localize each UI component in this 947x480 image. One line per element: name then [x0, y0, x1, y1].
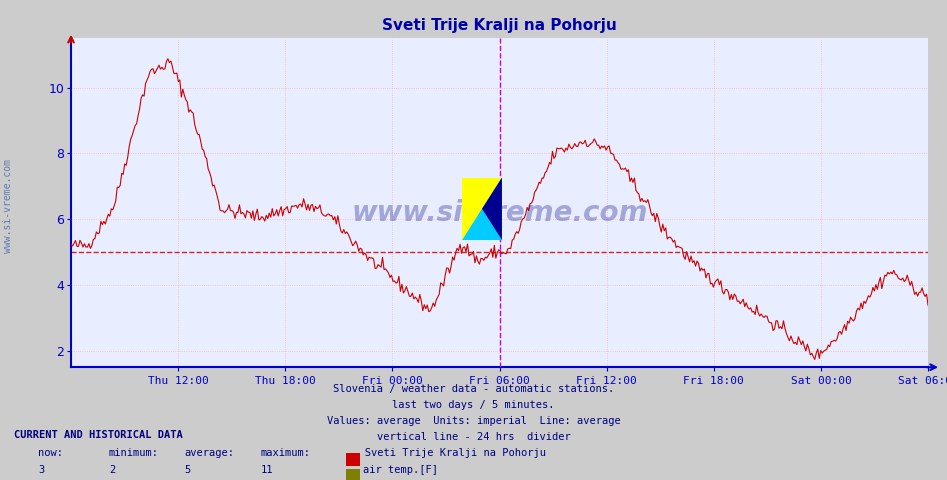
Text: Values: average  Units: imperial  Line: average: Values: average Units: imperial Line: av… [327, 416, 620, 426]
Text: minimum:: minimum: [109, 448, 159, 458]
Text: www.si-vreme.com: www.si-vreme.com [3, 159, 12, 253]
Text: last two days / 5 minutes.: last two days / 5 minutes. [392, 400, 555, 410]
Text: www.si-vreme.com: www.si-vreme.com [351, 199, 648, 227]
Text: now:: now: [38, 448, 63, 458]
Polygon shape [462, 178, 502, 240]
Text: average:: average: [185, 448, 235, 458]
Polygon shape [462, 178, 502, 240]
Text: Sveti Trije Kralji na Pohorju: Sveti Trije Kralji na Pohorju [346, 448, 545, 458]
Text: maximum:: maximum: [260, 448, 311, 458]
Title: Sveti Trije Kralji na Pohorju: Sveti Trije Kralji na Pohorju [383, 18, 616, 33]
Text: CURRENT AND HISTORICAL DATA: CURRENT AND HISTORICAL DATA [14, 430, 183, 440]
Text: Slovenia / weather data - automatic stations.: Slovenia / weather data - automatic stat… [333, 384, 614, 394]
Text: 2: 2 [109, 465, 116, 475]
Text: vertical line - 24 hrs  divider: vertical line - 24 hrs divider [377, 432, 570, 442]
Polygon shape [482, 178, 502, 240]
Text: 11: 11 [260, 465, 273, 475]
Text: 3: 3 [38, 465, 45, 475]
Text: air temp.[F]: air temp.[F] [363, 465, 438, 475]
Text: 5: 5 [185, 465, 191, 475]
